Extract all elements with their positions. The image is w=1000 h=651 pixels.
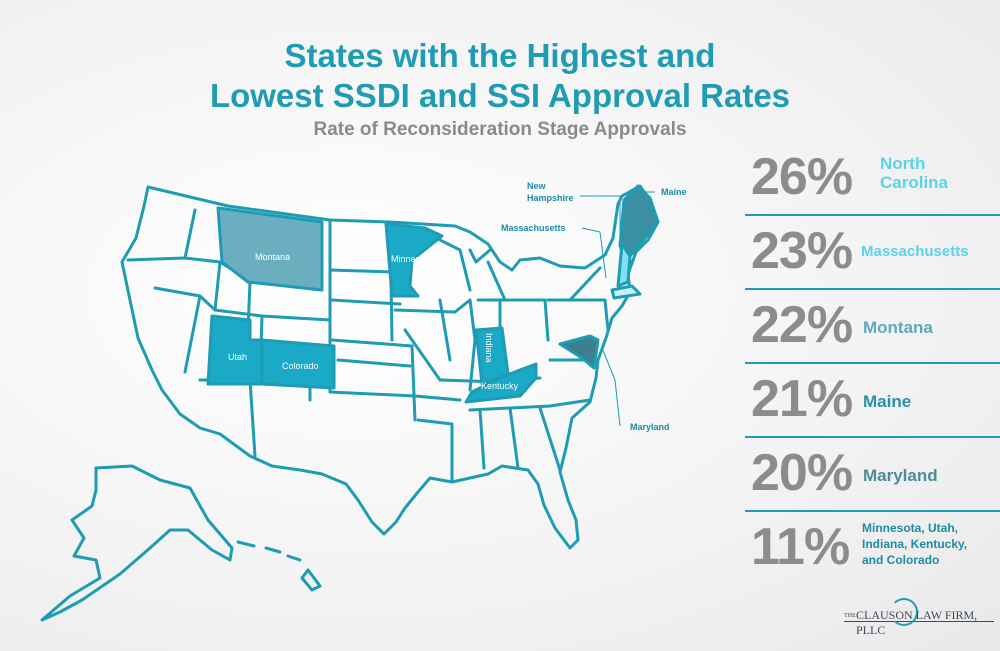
subtitle: Rate of Reconsideration Stage Approvals xyxy=(313,119,687,140)
stat-state: North Carolina xyxy=(880,154,949,192)
logo-name: CLAUSON LAW FIRM, PLLC xyxy=(856,608,978,637)
title-line-1: States with the Highest and xyxy=(284,37,716,74)
stat-state: Minnesota, Utah, Indiana, Kentucky, and … xyxy=(862,521,968,567)
state-colorado xyxy=(260,338,336,390)
stat-row: 22% Montana xyxy=(745,290,1000,364)
stat-row: 26% North Carolina xyxy=(745,142,1000,216)
stat-row: 20% Maryland xyxy=(745,438,1000,512)
label-montana: Montana xyxy=(255,252,290,262)
stat-state: Montana xyxy=(863,318,933,337)
callout-massachusetts: Massachusetts xyxy=(501,223,566,233)
stat-percent: 22% xyxy=(751,296,853,354)
us-outline xyxy=(120,184,660,550)
stat-row: 23% Massachusetts xyxy=(745,216,1000,290)
title-line-2: Lowest SSDI and SSI Approval Rates xyxy=(209,77,791,114)
us-map: Montana Minnesota Utah Colorado Indiana … xyxy=(40,181,687,622)
state-alaska xyxy=(40,464,234,622)
state-montana xyxy=(216,206,324,292)
stat-percent: 11% xyxy=(751,518,850,576)
state-kentucky xyxy=(464,362,538,404)
stat-state: Maine xyxy=(863,392,912,411)
label-indiana: Indiana xyxy=(484,333,494,363)
state-maryland xyxy=(558,334,600,370)
clauson-law-firm-logo: THE CLAUSON LAW FIRM, PLLC xyxy=(844,598,994,637)
label-utah: Utah xyxy=(228,352,247,362)
state-massachusetts xyxy=(610,284,642,300)
stat-row: 21% Maine xyxy=(745,364,1000,438)
callout-new-hampshire-1: New xyxy=(527,181,547,191)
state-minnesota xyxy=(384,222,444,298)
stat-state: Massachusetts xyxy=(861,243,969,260)
callout-maine: Maine xyxy=(661,187,687,197)
stat-row: 11% Minnesota, Utah, Indiana, Kentucky, … xyxy=(745,512,1000,584)
state-hawaii xyxy=(236,540,322,592)
stat-percent: 21% xyxy=(751,370,853,428)
main-title: States with the Highest and Lowest SSDI … xyxy=(150,36,850,116)
stat-state: Maryland xyxy=(863,466,938,485)
label-kentucky: Kentucky xyxy=(481,381,519,391)
label-minnesota: Minnesota xyxy=(391,254,433,264)
stat-percent: 23% xyxy=(751,222,853,280)
state-maine xyxy=(618,184,660,258)
state-utah xyxy=(206,314,264,386)
stat-percent: 26% xyxy=(751,148,853,206)
label-colorado: Colorado xyxy=(282,361,319,371)
stat-percent: 20% xyxy=(751,444,853,502)
state-new-hampshire xyxy=(616,242,632,288)
callout-new-hampshire-2: Hampshire xyxy=(527,193,574,203)
logo-ring xyxy=(890,598,918,626)
callout-maryland: Maryland xyxy=(630,422,670,432)
approval-rate-list: 26% North Carolina 23% Massachusetts 22%… xyxy=(745,142,1000,584)
logo-rule xyxy=(844,621,994,622)
logo-the: THE xyxy=(844,613,856,619)
